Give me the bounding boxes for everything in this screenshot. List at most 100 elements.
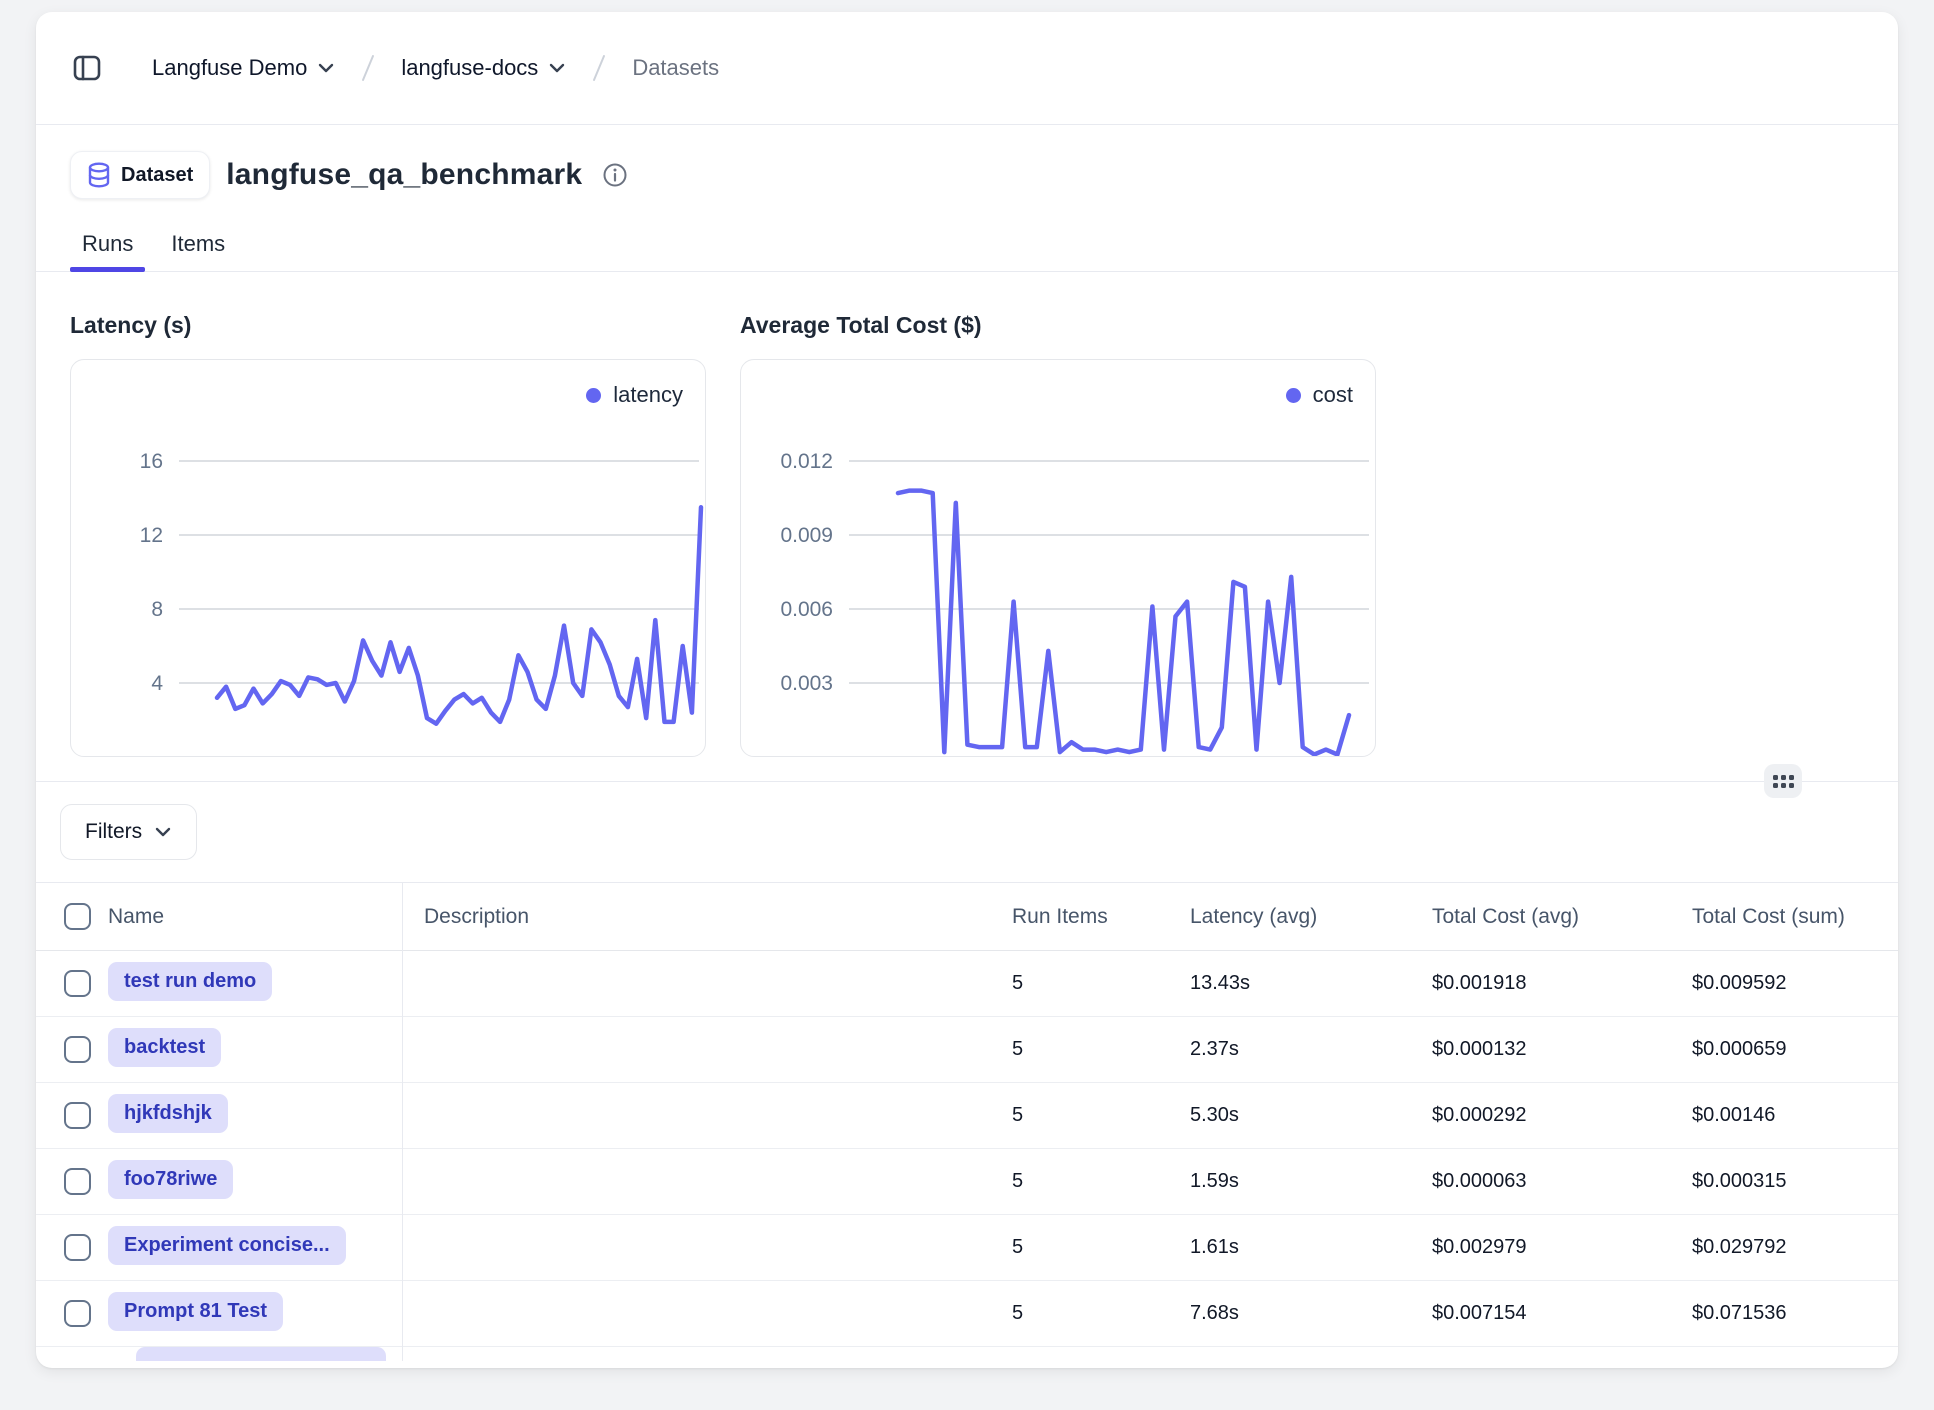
- table-row[interactable]: backtest 5 2.37s $0.000132 $0.000659: [36, 1017, 1898, 1083]
- run-name-pill[interactable]: Experiment concise...: [108, 1226, 346, 1265]
- filters-button-label: Filters: [85, 820, 142, 844]
- column-header-name[interactable]: Name: [108, 905, 402, 929]
- table-row[interactable]: hjkfdshjk 5 5.30s $0.000292 $0.00146: [36, 1083, 1898, 1149]
- svg-text:0.006: 0.006: [780, 598, 833, 621]
- chevron-down-icon: [317, 62, 335, 74]
- tab-items[interactable]: Items: [159, 221, 237, 271]
- run-name-pill[interactable]: hjkfdshjk: [108, 1094, 228, 1133]
- row-checkbox[interactable]: [64, 1036, 108, 1063]
- legend-label: latency: [613, 382, 683, 408]
- chevron-down-icon: [154, 826, 172, 838]
- table-row[interactable]: Experiment concise... 5 1.61s $0.002979 …: [36, 1215, 1898, 1281]
- run-name-pill[interactable]: foo78riwe: [108, 1160, 233, 1199]
- svg-text:0.012: 0.012: [780, 450, 833, 473]
- charts-section: Latency (s) 16 12 8 4 latency Average Total…: [36, 272, 1898, 757]
- select-all-checkbox[interactable]: [64, 903, 108, 930]
- breadcrumb-project-label: langfuse-docs: [401, 55, 538, 81]
- cell-total-cost-avg: $0.007154: [1432, 1302, 1692, 1325]
- cell-total-cost-avg: $0.000132: [1432, 1038, 1692, 1061]
- row-checkbox[interactable]: [64, 1234, 108, 1261]
- cell-latency-avg: 5.30s: [1190, 1104, 1432, 1127]
- database-icon: [87, 162, 111, 188]
- column-divider: [402, 883, 403, 1361]
- dataset-header: Dataset langfuse_qa_benchmark: [36, 125, 1898, 205]
- column-header-latency-avg[interactable]: Latency (avg): [1190, 905, 1432, 929]
- row-checkbox[interactable]: [64, 1300, 108, 1327]
- cell-run-items: 5: [1012, 1038, 1190, 1061]
- dataset-badge-label: Dataset: [121, 164, 193, 187]
- breadcrumb-org[interactable]: Langfuse Demo: [152, 55, 335, 81]
- svg-text:4: 4: [151, 672, 163, 695]
- cell-run-items: 5: [1012, 1104, 1190, 1127]
- cell-latency-avg: 7.68s: [1190, 1302, 1432, 1325]
- svg-text:16: 16: [140, 450, 163, 473]
- svg-text:0.003: 0.003: [780, 672, 833, 695]
- cost-chart-title: Average Total Cost ($): [740, 312, 1376, 339]
- sidebar-toggle-button[interactable]: [70, 51, 104, 85]
- cell-run-items: 5: [1012, 1302, 1190, 1325]
- main-window: Langfuse Demo langfuse-docs Datasets Dat…: [36, 12, 1898, 1368]
- table-row[interactable]: Prompt 81 Test 5 7.68s $0.007154 $0.0715…: [36, 1281, 1898, 1347]
- cell-latency-avg: 1.59s: [1190, 1170, 1432, 1193]
- cell-total-cost-avg: $0.001918: [1432, 972, 1692, 995]
- row-checkbox[interactable]: [64, 970, 108, 997]
- breadcrumb: Langfuse Demo langfuse-docs Datasets: [152, 53, 719, 83]
- cell-total-cost-avg: $0.000063: [1432, 1170, 1692, 1193]
- run-name-pill[interactable]: backtest: [108, 1028, 221, 1067]
- cost-legend: cost: [1286, 382, 1353, 408]
- chevron-down-icon: [548, 62, 566, 74]
- panel-left-icon: [71, 52, 103, 84]
- svg-text:0.009: 0.009: [780, 524, 833, 547]
- cell-total-cost-sum: $0.000659: [1692, 1038, 1898, 1061]
- runs-table: Name Description Run Items Latency (avg)…: [36, 882, 1898, 1361]
- breadcrumb-project[interactable]: langfuse-docs: [401, 55, 566, 81]
- column-header-description[interactable]: Description: [402, 905, 1012, 929]
- cost-chart-block: Average Total Cost ($) 0.012 0.009 0.006 0.…: [740, 312, 1376, 757]
- row-checkbox[interactable]: [64, 1102, 108, 1129]
- legend-dot-icon: [1286, 388, 1301, 403]
- svg-text:12: 12: [140, 524, 163, 547]
- legend-dot-icon: [586, 388, 601, 403]
- table-row-partial: [36, 1347, 1898, 1361]
- cell-run-items: 5: [1012, 1170, 1190, 1193]
- cell-total-cost-avg: $0.000292: [1432, 1104, 1692, 1127]
- cell-total-cost-sum: $0.071536: [1692, 1302, 1898, 1325]
- row-checkbox[interactable]: [64, 1168, 108, 1195]
- column-header-run-items[interactable]: Run Items: [1012, 905, 1190, 929]
- run-name-pill[interactable]: Prompt 81 Test: [108, 1292, 283, 1331]
- dataset-type-badge: Dataset: [70, 151, 210, 199]
- tab-bar: Runs Items: [36, 205, 1898, 272]
- latency-chart: 16 12 8 4 latency: [70, 359, 706, 757]
- cell-total-cost-sum: $0.000315: [1692, 1170, 1898, 1193]
- breadcrumb-page[interactable]: Datasets: [632, 55, 719, 81]
- cell-latency-avg: 2.37s: [1190, 1038, 1432, 1061]
- svg-text:8: 8: [151, 598, 163, 621]
- tab-runs[interactable]: Runs: [70, 221, 145, 271]
- page-title: langfuse_qa_benchmark: [226, 158, 582, 192]
- cell-latency-avg: 13.43s: [1190, 972, 1432, 995]
- filters-button[interactable]: Filters: [60, 804, 197, 860]
- column-header-total-cost-sum[interactable]: Total Cost (sum): [1692, 905, 1898, 929]
- table-header-row: Name Description Run Items Latency (avg)…: [36, 883, 1898, 951]
- info-icon[interactable]: [602, 162, 628, 188]
- table-row[interactable]: foo78riwe 5 1.59s $0.000063 $0.000315: [36, 1149, 1898, 1215]
- cell-total-cost-sum: $0.029792: [1692, 1236, 1898, 1259]
- latency-chart-title: Latency (s): [70, 312, 706, 339]
- latency-chart-block: Latency (s) 16 12 8 4 latency: [70, 312, 706, 757]
- legend-label: cost: [1313, 382, 1353, 408]
- breadcrumb-page-label: Datasets: [632, 55, 719, 81]
- run-name-pill[interactable]: test run demo: [108, 962, 272, 1001]
- column-header-total-cost-avg[interactable]: Total Cost (avg): [1432, 905, 1692, 929]
- latency-legend: latency: [586, 382, 683, 408]
- resize-grip-handle[interactable]: [1764, 764, 1802, 798]
- table-body: test run demo 5 13.43s $0.001918 $0.0095…: [36, 951, 1898, 1347]
- cell-total-cost-sum: $0.009592: [1692, 972, 1898, 995]
- breadcrumb-bar: Langfuse Demo langfuse-docs Datasets: [36, 12, 1898, 125]
- filters-row: Filters: [36, 782, 1898, 882]
- grip-dots-icon: [1773, 775, 1794, 788]
- table-row[interactable]: test run demo 5 13.43s $0.001918 $0.0095…: [36, 951, 1898, 1017]
- slash-separator-icon: [357, 53, 379, 83]
- breadcrumb-org-label: Langfuse Demo: [152, 55, 307, 81]
- section-divider: [36, 781, 1898, 782]
- run-name-pill-partial: [136, 1347, 386, 1361]
